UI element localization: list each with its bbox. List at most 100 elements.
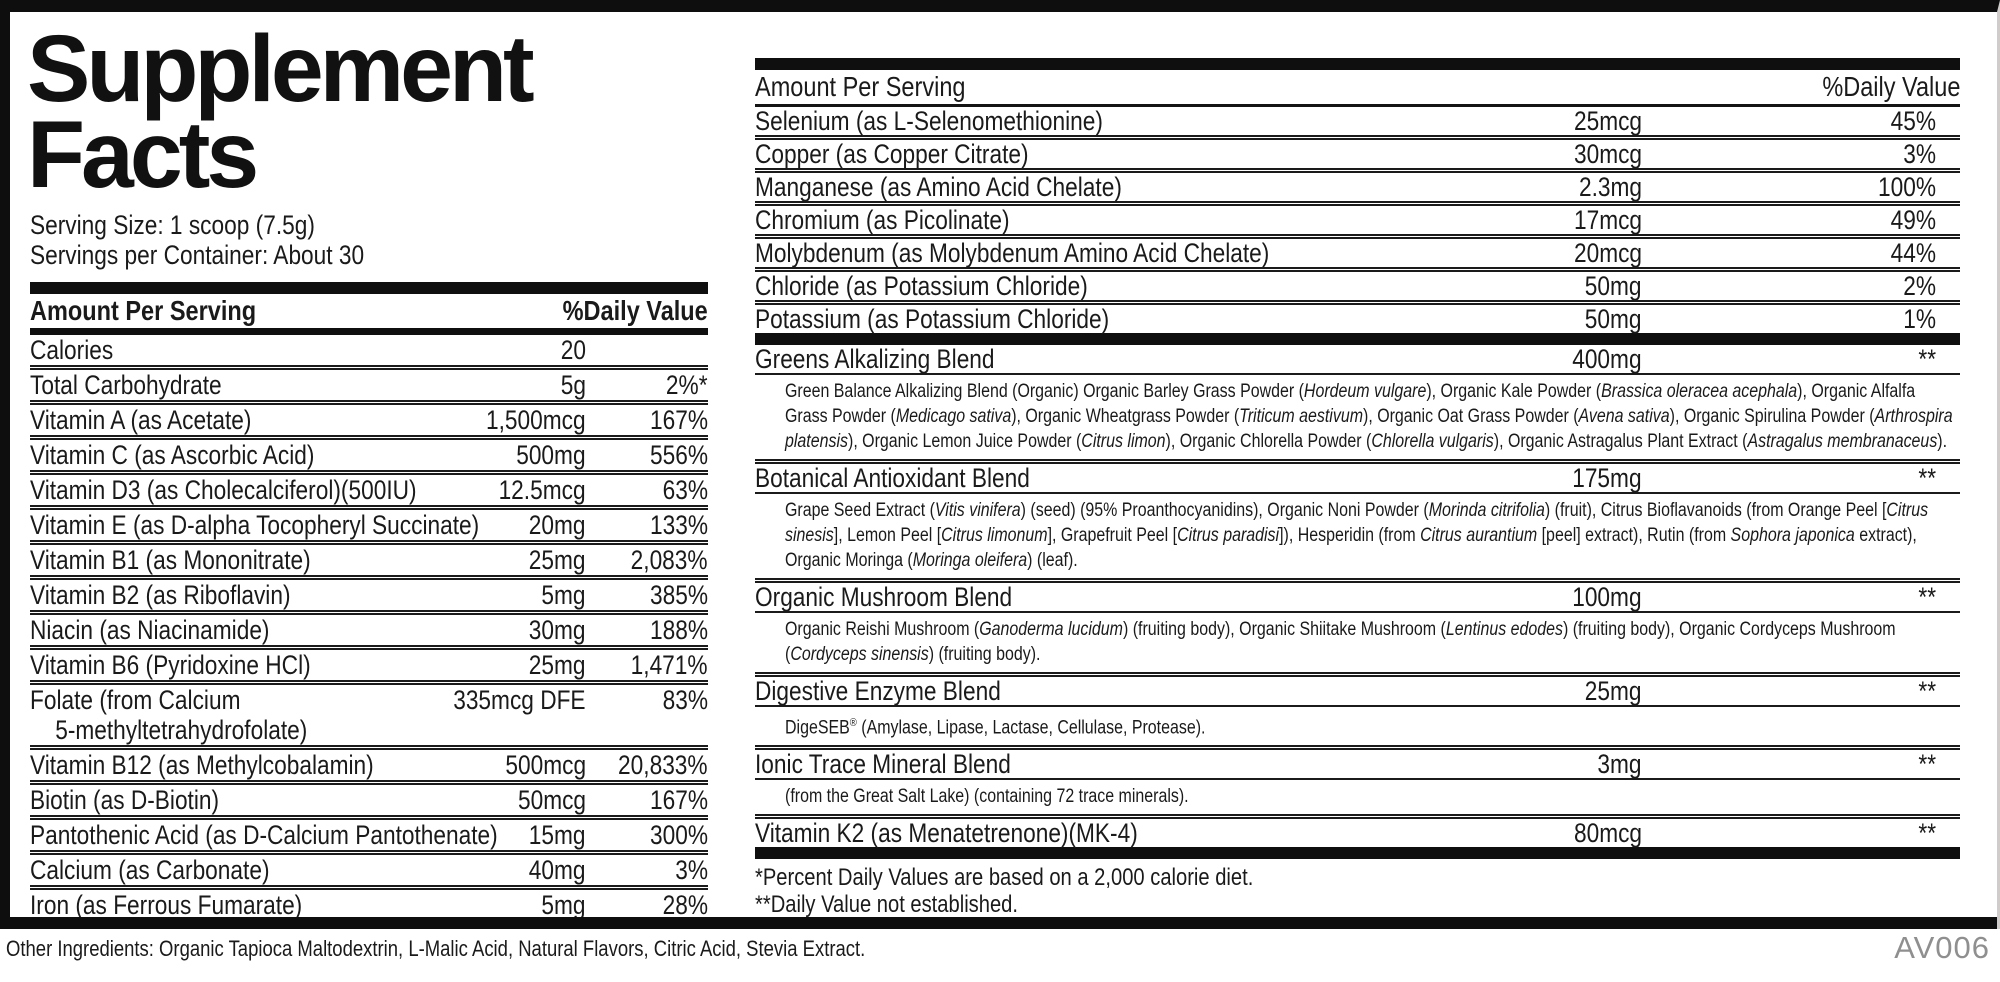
nutrient-name: Chromium (as Picolinate) — [755, 205, 1010, 235]
right-table-header: Amount Per Serving %Daily Value — [755, 70, 1960, 104]
nutrient-daily-value: 385% — [649, 580, 708, 610]
nutrient-amount: 5g — [560, 370, 586, 400]
blend-section: Digestive Enzyme Blend 25mg ** DigeSEB® … — [755, 677, 1960, 751]
nutrient-daily-value: 49% — [1890, 205, 1936, 235]
blend-name: Digestive Enzyme Blend — [755, 676, 1001, 706]
panel-bottom-border — [10, 917, 1997, 929]
blend-section: Vitamin K2 (as Menatetrenone)(MK-4) 80mc… — [755, 819, 1960, 847]
nutrient-daily-value: 300% — [649, 820, 708, 850]
daily-value-label: %Daily Value — [1821, 71, 1960, 102]
blend-ingredients-wrap: Green Balance Alkalizing Blend (Organic)… — [755, 375, 1960, 459]
nutrient-name: Vitamin B12 (as Methylcobalamin) — [30, 750, 374, 780]
nutrient-row: Selenium (as L-Selenomethionine) 25mcg 4… — [755, 107, 1960, 135]
divider-bar-thick — [755, 847, 1960, 860]
nutrient-amount: 1,500mcg — [486, 405, 586, 435]
nutrient-amount: 15mg — [529, 820, 586, 850]
nutrient-name: Molybdenum (as Molybdenum Amino Acid Che… — [755, 238, 1270, 268]
blend-section: Organic Mushroom Blend 100mg ** Organic … — [755, 583, 1960, 677]
other-ingredients-text: Other Ingredients: Organic Tapioca Malto… — [6, 936, 866, 961]
blend-header-row: Botanical Antioxidant Blend 175mg ** — [755, 464, 1960, 494]
nutrient-row: Calories 20 — [30, 335, 708, 365]
serving-info: Serving Size: 1 scoop (7.5g) Servings pe… — [30, 210, 708, 270]
nutrient-amount: 50mg — [1585, 304, 1642, 334]
blend-name: Greens Alkalizing Blend — [755, 344, 995, 374]
nutrient-row: Pantothenic Acid (as D-Calcium Pantothen… — [30, 815, 708, 850]
page-title: Supplement Facts — [27, 16, 535, 208]
blend-header-row: Digestive Enzyme Blend 25mg ** — [755, 677, 1960, 707]
nutrient-name: Biotin (as D-Biotin) — [30, 785, 220, 815]
amount-per-serving-label: Amount Per Serving — [755, 71, 966, 102]
nutrient-daily-value: 133% — [649, 510, 708, 540]
nutrient-daily-value: 1% — [1903, 304, 1936, 334]
nutrient-daily-value: 3% — [1903, 139, 1936, 169]
nutrient-daily-value: 2,083% — [631, 545, 708, 575]
nutrient-name: Selenium (as L-Selenomethionine) — [755, 106, 1103, 136]
blend-ingredients-wrap: DigeSEB® (Amylase, Lipase, Lactase, Cell… — [755, 707, 1960, 745]
divider-bar-thick — [755, 58, 1960, 70]
divider-bar-thick — [755, 333, 1960, 345]
nutrient-daily-value: 1,471% — [631, 650, 708, 680]
blend-section: Botanical Antioxidant Blend 175mg ** Gra… — [755, 464, 1960, 583]
footnotes: *Percent Daily Values are based on a 2,0… — [755, 864, 1960, 918]
nutrient-row: Folate (from Calcium 5-methyltetrahydrofo… — [30, 680, 708, 745]
left-nutrient-table: Calories 20 Total Carbohydrate 5g 2%* Vi… — [30, 335, 708, 929]
blend-ingredients-text: DigeSEB® (Amylase, Lipase, Lactase, Cell… — [785, 717, 1206, 739]
blend-amount: 175mg — [1572, 463, 1642, 493]
amount-per-serving-label: Amount Per Serving — [30, 295, 257, 326]
nutrient-daily-value: 2%* — [666, 370, 708, 400]
nutrient-row: Vitamin B6 (Pyridoxine HCl) 25mg 1,471% — [30, 645, 708, 680]
right-column: Amount Per Serving %Daily Value Selenium… — [755, 12, 1960, 929]
nutrient-row: Copper (as Copper Citrate) 30mcg 3% — [755, 135, 1960, 168]
left-column: Supplement Facts Serving Size: 1 scoop (… — [27, 12, 708, 929]
nutrient-name: Vitamin E (as D-alpha Tocopheryl Succina… — [30, 510, 480, 540]
divider-bar-thick — [30, 282, 708, 294]
nutrient-name: Vitamin B2 (as Riboflavin) — [30, 580, 291, 610]
nutrient-daily-value: 63% — [662, 475, 708, 505]
blend-header-row: Vitamin K2 (as Menatetrenone)(MK-4) 80mc… — [755, 819, 1960, 847]
nutrient-daily-value: 3% — [675, 855, 708, 885]
nutrient-amount: 5mg — [541, 580, 586, 610]
blend-list: Greens Alkalizing Blend 400mg ** Green B… — [755, 345, 1960, 847]
nutrient-amount: 25mg — [529, 545, 586, 575]
label-code: AV006 — [1894, 930, 1990, 965]
blend-ingredients-text: Grape Seed Extract (Vitis vinifera) (see… — [785, 500, 1929, 571]
blend-daily-value: ** — [1918, 344, 1936, 374]
nutrient-name: Potassium (as Potassium Chloride) — [755, 304, 1110, 334]
blend-ingredients-text: (from the Great Salt Lake) (containing 7… — [785, 786, 1189, 808]
nutrient-amount: 25mcg — [1573, 106, 1642, 136]
nutrient-daily-value: 45% — [1890, 106, 1936, 136]
nutrient-name: Calories — [30, 335, 114, 365]
nutrient-daily-value: 83% — [662, 685, 708, 715]
nutrient-name: Chloride (as Potassium Chloride) — [755, 271, 1088, 301]
nutrient-daily-value: 44% — [1890, 238, 1936, 268]
nutrient-daily-value: 167% — [649, 785, 708, 815]
nutrient-name: Copper (as Copper Citrate) — [755, 139, 1029, 169]
blend-amount: 80mcg — [1573, 818, 1642, 849]
nutrient-row: Manganese (as Amino Acid Chelate) 2.3mg … — [755, 168, 1960, 201]
nutrient-row: Vitamin B12 (as Methylcobalamin) 500mcg … — [30, 745, 708, 780]
nutrient-row: Chloride (as Potassium Chloride) 50mg 2% — [755, 267, 1960, 300]
nutrient-row: Chromium (as Picolinate) 17mcg 49% — [755, 201, 1960, 234]
blend-amount: 400mg — [1572, 344, 1642, 374]
footnote-percent-dv: *Percent Daily Values are based on a 2,0… — [755, 864, 1254, 892]
nutrient-amount: 50mcg — [517, 785, 586, 815]
nutrient-name: Niacin (as Niacinamide) — [30, 615, 270, 645]
nutrient-row: Vitamin B2 (as Riboflavin) 5mg 385% — [30, 575, 708, 610]
blend-daily-value: ** — [1918, 676, 1936, 706]
blend-name: Vitamin K2 (as Menatetrenone)(MK-4) — [755, 818, 1138, 849]
blend-name: Organic Mushroom Blend — [755, 582, 1013, 612]
nutrient-name: Vitamin B1 (as Mononitrate) — [30, 545, 311, 575]
nutrient-amount: 30mg — [529, 615, 586, 645]
blend-amount: 100mg — [1572, 582, 1642, 612]
nutrient-row: Vitamin C (as Ascorbic Acid) 500mg 556% — [30, 435, 708, 470]
panel-columns: Supplement Facts Serving Size: 1 scoop (… — [10, 12, 1997, 929]
supplement-facts-panel: Supplement Facts Serving Size: 1 scoop (… — [0, 0, 2000, 929]
blend-header-row: Greens Alkalizing Blend 400mg ** — [755, 345, 1960, 375]
nutrient-row: Total Carbohydrate 5g 2%* — [30, 365, 708, 400]
blend-section: Greens Alkalizing Blend 400mg ** Green B… — [755, 345, 1960, 464]
nutrient-amount: 30mcg — [1573, 139, 1642, 169]
blend-ingredients-text: Green Balance Alkalizing Blend (Organic)… — [785, 381, 1953, 452]
nutrient-daily-value: 2% — [1903, 271, 1936, 301]
nutrient-daily-value: 20,833% — [618, 750, 708, 780]
nutrient-name: Vitamin A (as Acetate) — [30, 405, 252, 435]
